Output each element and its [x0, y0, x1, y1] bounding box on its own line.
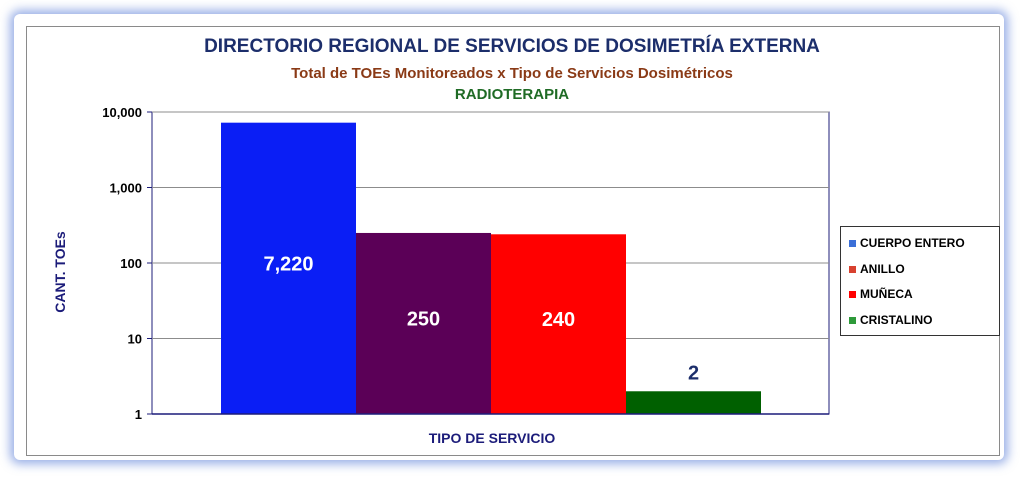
legend-item: ANILLO [849, 262, 905, 276]
data-label: 2 [688, 362, 699, 384]
x-axis-title: TIPO DE SERVICIO [428, 430, 556, 446]
data-label: 250 [407, 308, 440, 330]
chart-subtitle: Total de TOEs Monitoreados x Tipo de Ser… [291, 65, 733, 82]
y-tick-label: 10,000 [102, 105, 142, 120]
legend-label: ANILLO [860, 262, 905, 276]
y-tick-label: 1,000 [109, 181, 142, 196]
chart-subtitle-2: RADIOTERAPIA [454, 86, 570, 103]
chart-title: DIRECTORIO REGIONAL DE SERVICIOS DE DOSI… [204, 36, 820, 57]
legend-label: MUÑECA [860, 287, 913, 301]
legend-swatch [849, 290, 856, 298]
y-tick-label: 10 [128, 332, 142, 347]
legend-label: CRISTALINO [860, 313, 933, 327]
y-tick-label: 1 [135, 407, 142, 422]
bar [626, 391, 761, 414]
legend-swatch [849, 316, 856, 324]
legend-item: MUÑECA [849, 287, 913, 301]
y-axis-title: CANT. TOEs [52, 231, 68, 313]
y-tick-label: 100 [120, 256, 142, 271]
bar [221, 122, 356, 414]
data-label: 7,220 [263, 253, 313, 275]
x-axis-title-wrap: TIPO DE SERVICIO [0, 430, 1024, 446]
legend-item: CUERPO ENTERO [849, 236, 965, 250]
data-label: 240 [542, 309, 575, 331]
legend-swatch [849, 239, 856, 247]
legend-item: CRISTALINO [849, 313, 932, 327]
bar [356, 232, 491, 414]
legend-label: CUERPO ENTERO [860, 236, 965, 250]
legend: CUERPO ENTERO ANILLO MUÑECA CRISTALINO [840, 226, 1000, 336]
legend-swatch [849, 265, 856, 273]
bar [491, 234, 626, 414]
